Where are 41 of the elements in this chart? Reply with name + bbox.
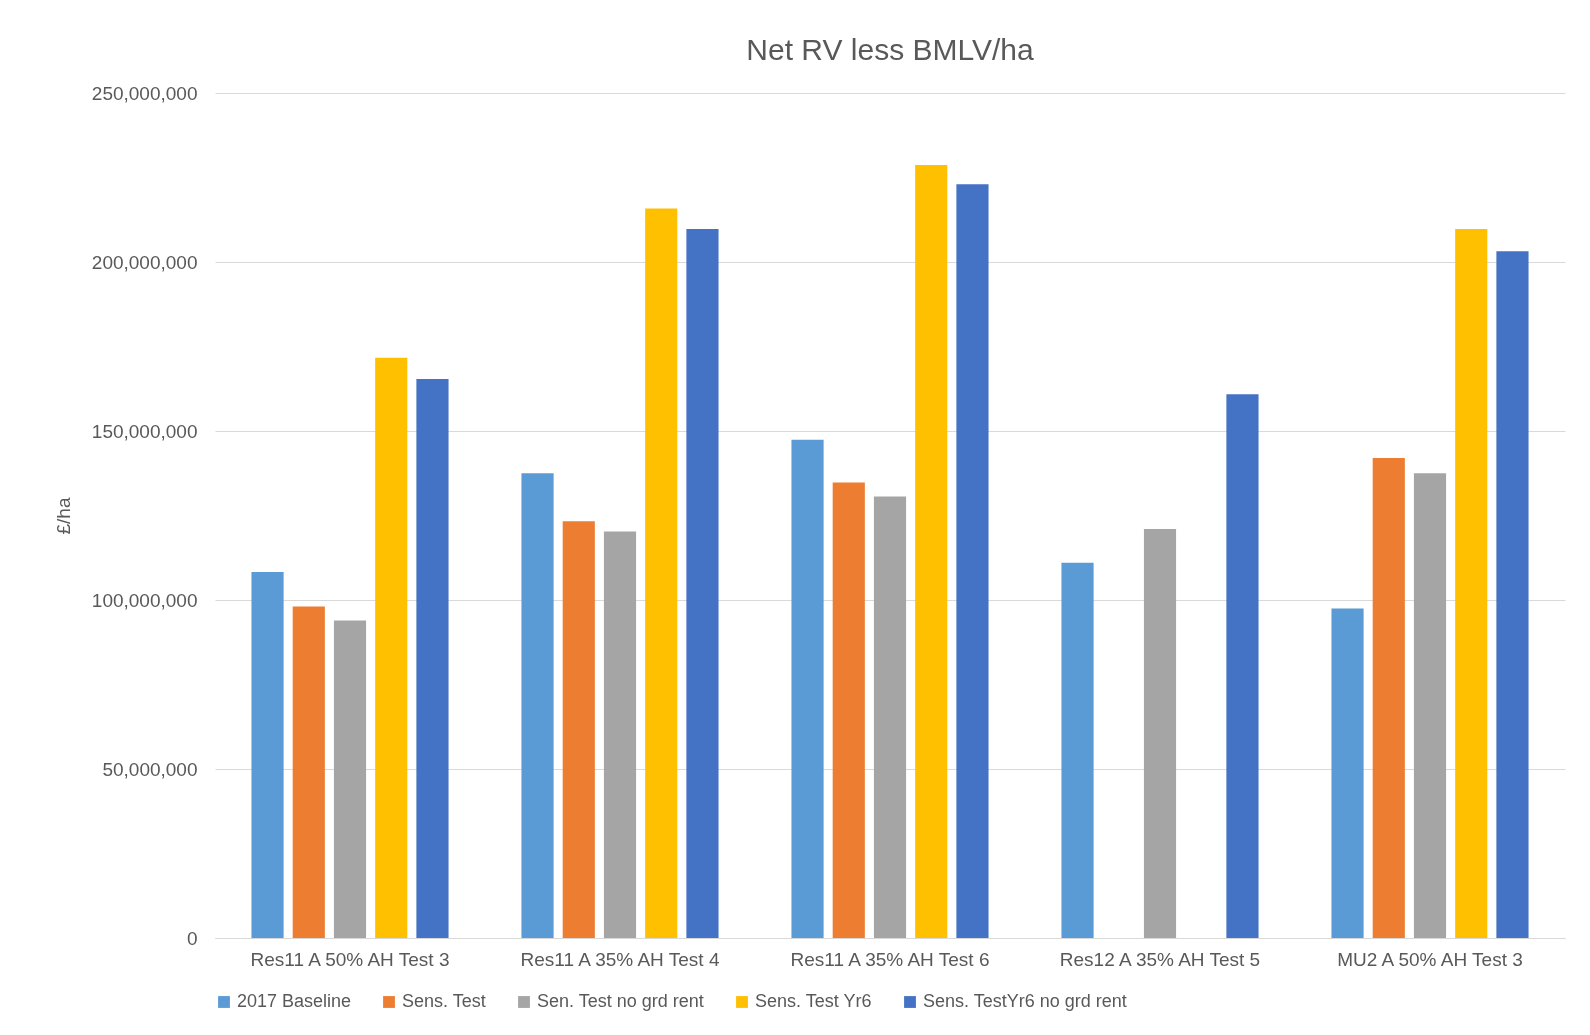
bar [791, 439, 824, 938]
bar [645, 208, 678, 938]
x-tick-label: MU2 A 50% AH Test 3 [1337, 948, 1523, 970]
legend-label: Sens. Test [402, 991, 486, 1011]
y-tick-label: 250,000,000 [91, 82, 198, 104]
x-tick-label: Res11 A 35% AH Test 6 [790, 948, 990, 970]
bar [1226, 394, 1259, 938]
bar [251, 571, 284, 938]
bar [416, 378, 449, 938]
bar [832, 482, 865, 938]
legend-label: Sens. TestYr6 no grd rent [923, 991, 1127, 1011]
y-tick-label: 50,000,000 [102, 758, 198, 780]
bar [915, 164, 948, 938]
bar [1372, 458, 1405, 938]
bar [1143, 529, 1177, 938]
y-tick-label: 200,000,000 [91, 251, 198, 273]
bar [521, 473, 554, 938]
bar [1061, 562, 1094, 938]
bar [603, 531, 637, 938]
y-tick-label: 100,000,000 [91, 589, 198, 611]
legend-label: Sen. Test no grd rent [537, 991, 704, 1011]
x-tick-label: Res11 A 50% AH Test 3 [250, 948, 450, 970]
bar [1331, 608, 1364, 938]
y-tick-label: 0 [186, 927, 198, 949]
legend-label: 2017 Baseline [237, 991, 352, 1011]
bar [1496, 251, 1529, 938]
legend-label: Sens. Test Yr6 [755, 991, 872, 1011]
bar [956, 184, 989, 938]
bar [1413, 473, 1447, 938]
bar [873, 496, 907, 938]
y-tick-label: 150,000,000 [91, 420, 198, 442]
chart-title: Net RV less BMLV/ha [746, 33, 1034, 66]
bar [375, 357, 408, 938]
x-tick-label: Res12 A 35% AH Test 5 [1059, 948, 1261, 970]
bar [292, 606, 325, 938]
bar [1455, 228, 1488, 938]
bar [562, 521, 595, 938]
y-axis-title: £/ha [52, 497, 74, 535]
bar [686, 228, 719, 938]
x-tick-label: Res11 A 35% AH Test 4 [520, 948, 720, 970]
bar [333, 620, 367, 938]
